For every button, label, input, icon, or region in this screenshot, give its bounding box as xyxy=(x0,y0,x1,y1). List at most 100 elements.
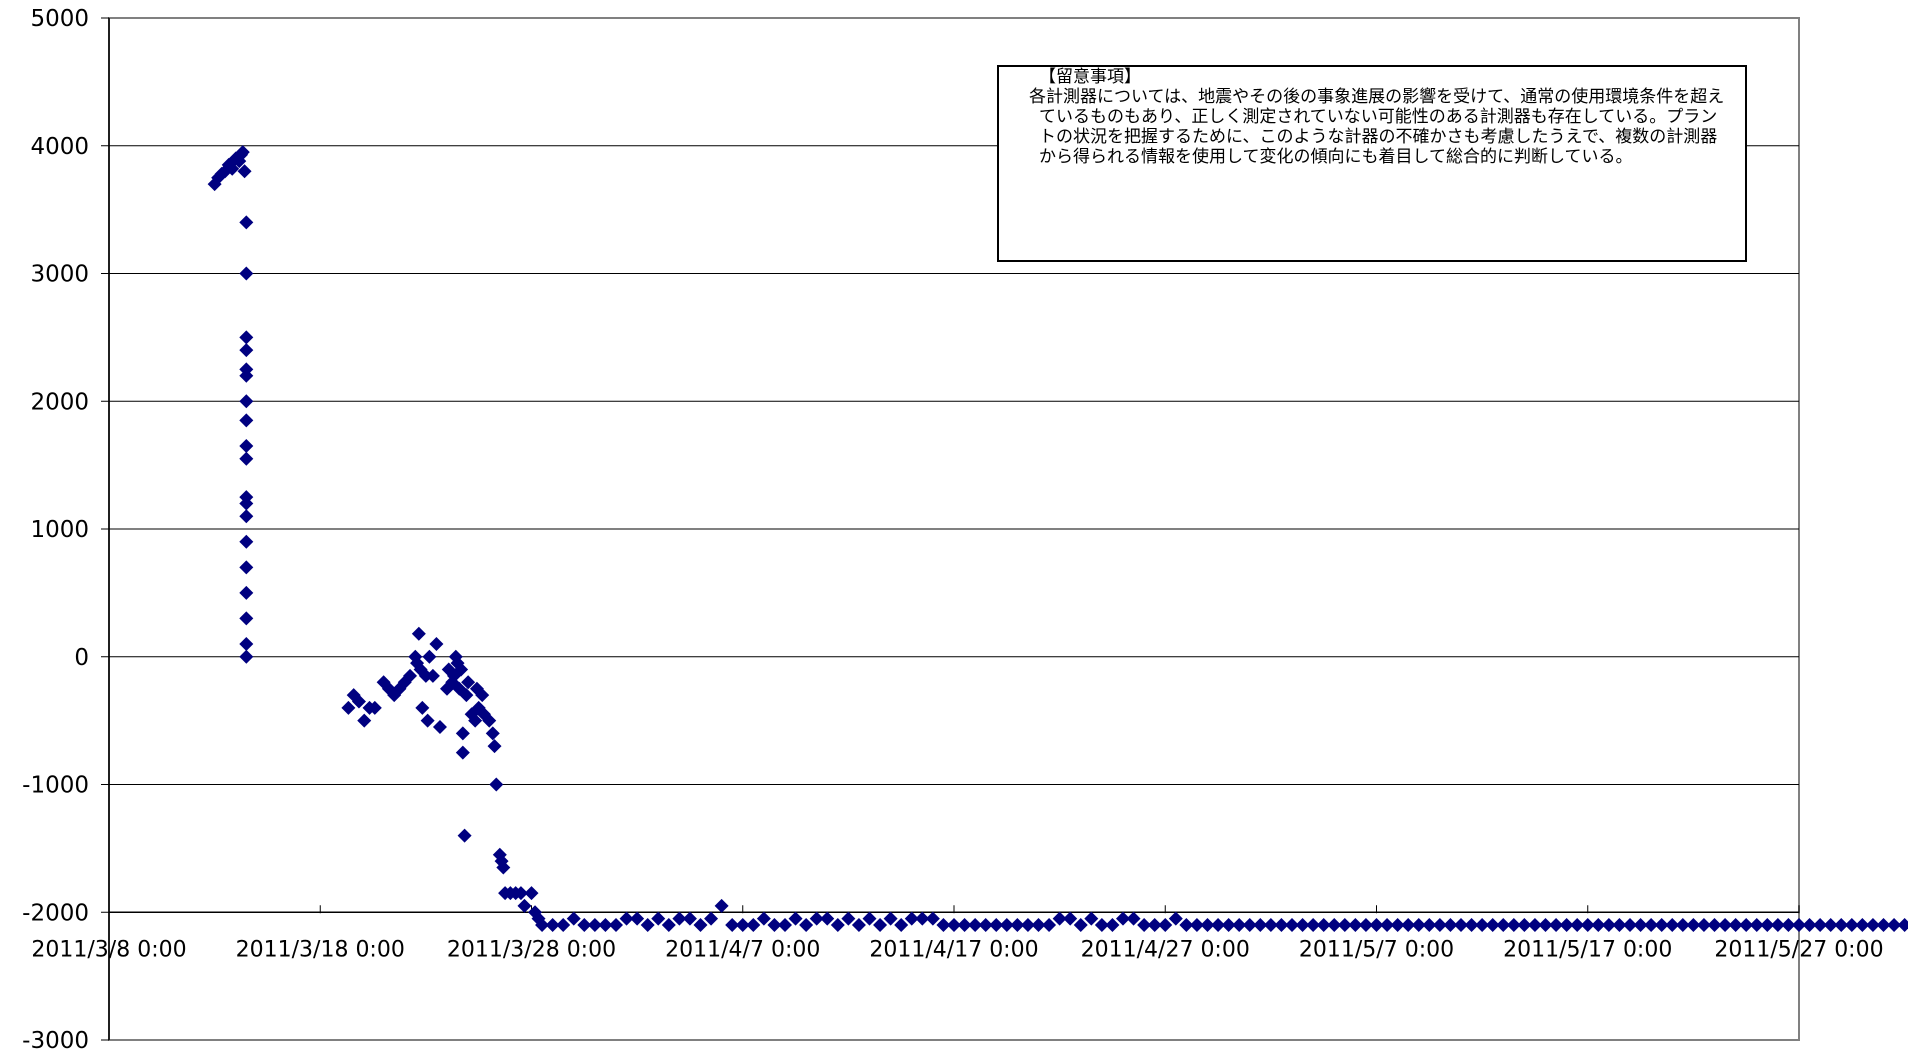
data-point xyxy=(767,918,782,933)
data-point xyxy=(1770,918,1785,933)
data-point xyxy=(1728,918,1743,933)
data-point xyxy=(1538,918,1553,933)
data-point xyxy=(1432,918,1447,933)
data-point xyxy=(239,438,254,453)
data-point xyxy=(468,713,483,728)
data-point xyxy=(524,886,539,901)
data-point xyxy=(1792,918,1806,933)
data-point xyxy=(820,911,835,926)
data-point xyxy=(1897,918,1908,933)
data-point xyxy=(947,918,961,933)
data-point xyxy=(239,649,254,664)
data-point xyxy=(1675,918,1690,933)
data-point xyxy=(235,145,250,160)
data-point xyxy=(357,713,372,728)
data-point xyxy=(566,911,581,926)
data-point xyxy=(239,343,254,358)
data-point xyxy=(1739,918,1754,933)
y-tick-label: -3000 xyxy=(22,1028,89,1049)
data-point xyxy=(239,585,254,600)
data-point xyxy=(1506,918,1521,933)
data-point xyxy=(1443,918,1458,933)
data-point xyxy=(422,649,437,664)
data-point xyxy=(883,911,898,926)
data-point xyxy=(587,918,602,933)
data-point xyxy=(1527,918,1542,933)
data-point xyxy=(556,918,571,933)
data-point xyxy=(1295,918,1310,933)
data-point xyxy=(630,911,645,926)
data-point xyxy=(1834,918,1849,933)
data-point xyxy=(487,739,502,754)
x-tick-label: 2011/3/28 0:00 xyxy=(447,937,616,962)
data-point xyxy=(239,451,254,466)
data-point xyxy=(841,911,856,926)
data-point xyxy=(873,918,888,933)
data-point xyxy=(1485,918,1500,933)
data-point xyxy=(1496,918,1511,933)
data-point xyxy=(1601,918,1616,933)
data-point xyxy=(429,636,444,651)
data-point xyxy=(1105,918,1120,933)
data-point xyxy=(1337,918,1352,933)
data-point xyxy=(1781,918,1796,933)
x-tick-label: 2011/5/27 0:00 xyxy=(1714,937,1883,962)
data-point xyxy=(1390,918,1405,933)
data-point xyxy=(1263,918,1278,933)
x-tick-label: 2011/3/8 0:00 xyxy=(31,937,186,962)
data-point xyxy=(1665,918,1680,933)
data-point xyxy=(1242,918,1257,933)
data-point xyxy=(619,911,634,926)
data-point xyxy=(915,911,930,926)
data-point xyxy=(1348,918,1363,933)
data-point xyxy=(809,911,824,926)
data-point xyxy=(1580,918,1595,933)
data-point xyxy=(475,688,490,703)
annotation-title: 【留意事項】 xyxy=(1039,67,1141,87)
data-point xyxy=(799,918,814,933)
data-point xyxy=(968,918,983,933)
data-point xyxy=(415,700,430,715)
data-point xyxy=(725,918,740,933)
data-point xyxy=(513,886,528,901)
data-point xyxy=(239,496,254,511)
data-point xyxy=(704,911,719,926)
data-point xyxy=(1612,918,1627,933)
data-point xyxy=(1876,918,1891,933)
data-point xyxy=(1306,918,1321,933)
data-point xyxy=(1844,918,1859,933)
data-point xyxy=(1623,918,1637,933)
data-point xyxy=(693,918,708,933)
data-point xyxy=(1042,918,1057,933)
data-point xyxy=(1168,911,1183,926)
y-tick-label: 5000 xyxy=(30,6,89,32)
y-tick-label: 1000 xyxy=(30,517,89,543)
data-point xyxy=(999,918,1014,933)
data-point xyxy=(1327,918,1342,933)
data-point xyxy=(1221,918,1236,933)
data-point xyxy=(1179,918,1194,933)
data-point xyxy=(517,898,532,913)
annotation-body: 各計測器については、地震やその後の事象進展の影響を受けて、通常の使用環境条件を超… xyxy=(1029,87,1725,167)
data-point xyxy=(925,911,940,926)
data-point xyxy=(851,918,866,933)
data-point xyxy=(239,611,254,626)
data-point xyxy=(957,918,972,933)
data-point xyxy=(830,918,845,933)
data-point xyxy=(1591,918,1606,933)
data-point xyxy=(1464,918,1479,933)
x-tick-label: 2011/4/27 0:00 xyxy=(1081,937,1250,962)
data-point xyxy=(651,911,666,926)
data-point xyxy=(239,368,254,383)
data-point xyxy=(239,534,254,549)
x-tick-label: 2011/3/18 0:00 xyxy=(236,937,405,962)
data-point xyxy=(1020,918,1035,933)
data-point xyxy=(894,918,909,933)
x-tick-label: 2011/5/17 0:00 xyxy=(1503,937,1672,962)
data-point xyxy=(1570,918,1585,933)
data-point xyxy=(1200,918,1215,933)
data-point xyxy=(714,898,729,913)
data-point xyxy=(640,918,655,933)
data-point xyxy=(1707,918,1722,933)
data-point xyxy=(1749,918,1764,933)
